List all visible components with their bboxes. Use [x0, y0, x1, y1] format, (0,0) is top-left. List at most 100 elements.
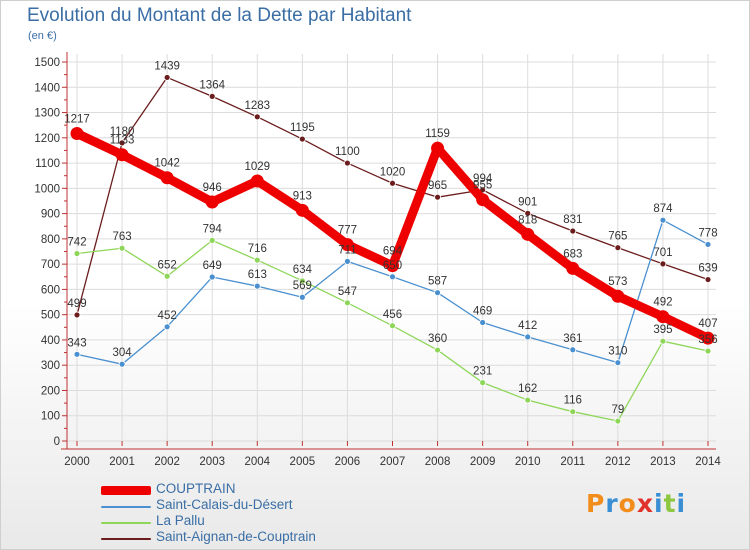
data-label: 1217: [64, 114, 90, 126]
data-point: [614, 417, 622, 425]
data-point: [701, 331, 715, 345]
x-tick-label: 2004: [244, 456, 270, 468]
data-label: 701: [653, 247, 672, 259]
data-point: [479, 319, 487, 326]
y-tick-label: 1500: [34, 57, 60, 69]
data-label: 639: [698, 263, 717, 275]
logo-letter: t: [663, 489, 677, 518]
legend-swatch: [101, 522, 151, 524]
data-point: [73, 311, 81, 319]
data-label: 452: [158, 310, 177, 322]
data-label: 162: [518, 383, 537, 395]
data-label: 913: [293, 190, 312, 202]
data-label: 1133: [110, 135, 135, 147]
data-label: 831: [563, 214, 582, 226]
data-point: [298, 277, 306, 285]
x-tick-label: 2009: [470, 456, 496, 468]
data-label: 965: [428, 180, 447, 192]
data-label: 649: [203, 260, 222, 272]
data-point: [614, 359, 622, 367]
y-tick-label: 1200: [34, 133, 60, 145]
data-label: 794: [203, 223, 223, 235]
x-tick-label: 2000: [64, 456, 90, 468]
data-label: 304: [112, 347, 132, 359]
logo-letter: x: [636, 489, 654, 518]
data-point: [569, 408, 577, 416]
data-label: 765: [608, 231, 627, 243]
data-label: 1439: [154, 60, 180, 72]
axis-layer: 0 100 200 300 400 500 600 700 800 900 1000 1100 1200…: [34, 52, 721, 468]
data-point: [659, 337, 667, 345]
y-tick-label: 800: [41, 234, 60, 246]
data-label: 1020: [380, 166, 406, 178]
data-point: [389, 273, 396, 281]
data-point: [118, 360, 126, 368]
y-tick-label: 1300: [34, 108, 60, 120]
x-tick-label: 2013: [650, 456, 676, 468]
data-point: [163, 272, 171, 280]
data-point: [569, 346, 577, 354]
legend-swatch: [101, 538, 151, 540]
chart-unit: (en €): [28, 30, 57, 42]
data-point: [704, 347, 712, 355]
data-label: 683: [563, 248, 582, 260]
y-tick-label: 1400: [34, 82, 60, 94]
data-label: 763: [112, 231, 131, 243]
data-point: [524, 333, 532, 341]
data-point: [476, 193, 490, 207]
data-label: 694: [383, 246, 403, 258]
data-point: [295, 203, 309, 217]
data-point: [115, 148, 129, 162]
data-label: 818: [518, 214, 537, 226]
data-label: 613: [248, 269, 267, 281]
logo-letter: r: [605, 489, 619, 518]
data-label: 1029: [244, 161, 270, 173]
data-point: [659, 260, 667, 268]
data-point: [431, 141, 445, 155]
logo-letter: P: [586, 489, 606, 518]
data-label: 499: [67, 298, 86, 310]
logo-letter: o: [618, 489, 637, 518]
data-point: [250, 174, 264, 188]
data-label: 79: [611, 404, 624, 416]
y-tick-label: 200: [41, 385, 60, 397]
x-tick-label: 2007: [380, 456, 406, 468]
data-point: [521, 227, 535, 241]
y-tick-label: 500: [41, 310, 60, 322]
y-tick-label: 900: [41, 209, 60, 221]
data-point: [704, 276, 712, 283]
data-label: 778: [698, 227, 717, 239]
data-point: [344, 257, 351, 265]
data-point: [208, 92, 216, 100]
x-tick-label: 2012: [605, 456, 631, 468]
line-chart: 0 100 200 300 400 500 600 700 800 900 1000 1100 1200…: [34, 52, 721, 468]
data-label: 116: [564, 395, 582, 407]
x-tick-label: 2003: [199, 456, 225, 468]
x-tick-label: 2014: [695, 456, 721, 468]
data-label: 777: [338, 225, 357, 237]
x-tick-label: 2001: [109, 456, 135, 468]
x-tick-label: 2008: [425, 456, 451, 468]
data-label: 1042: [154, 158, 180, 170]
legend-label: Saint-Aignan-de-Couptrain: [156, 529, 316, 544]
data-label: 1364: [199, 79, 225, 91]
data-point: [659, 216, 667, 224]
data-label: 955: [473, 180, 492, 192]
data-label: 469: [473, 305, 492, 317]
data-point: [704, 241, 712, 248]
data-point: [253, 282, 261, 290]
data-label: 361: [563, 333, 582, 345]
series-layer: [70, 74, 715, 425]
data-label: 634: [293, 264, 313, 276]
data-point: [569, 227, 577, 235]
legend-label: Saint-Calais-du-Désert: [156, 497, 293, 512]
data-label: 395: [653, 324, 672, 336]
data-label: 360: [428, 333, 447, 345]
data-point: [208, 236, 216, 244]
data-point: [118, 139, 126, 147]
data-label: 652: [158, 259, 177, 271]
data-point: [253, 256, 261, 264]
legend-swatch: [101, 486, 151, 495]
data-point: [73, 250, 81, 257]
y-tick-label: 400: [41, 335, 60, 347]
